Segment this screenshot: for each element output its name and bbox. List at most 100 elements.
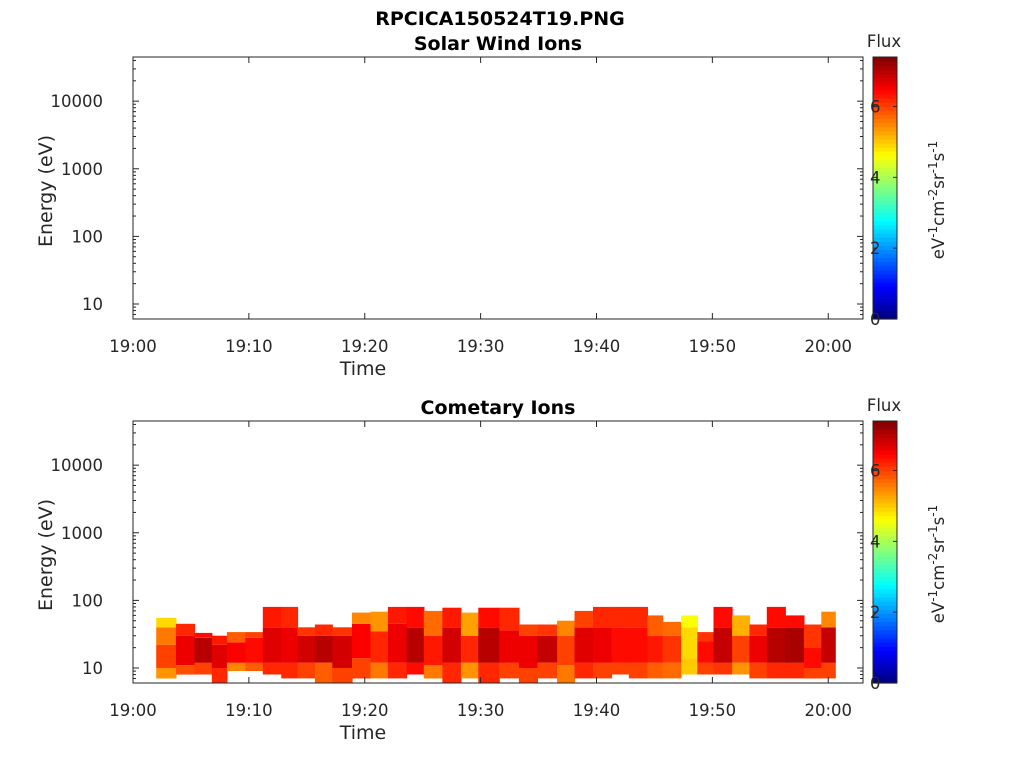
heatmap-cell <box>352 658 372 679</box>
colorbar-segment <box>873 433 897 438</box>
heatmap-cell <box>574 627 594 663</box>
colorbar-segment <box>873 85 897 91</box>
colorbar-segment <box>873 65 897 70</box>
heatmap-cell <box>732 635 751 663</box>
colorbar-segment <box>873 642 897 647</box>
colorbar-segment <box>873 167 897 173</box>
colorbar-segment <box>873 57 897 62</box>
heatmap-cell <box>175 623 195 636</box>
heatmap-cell <box>662 621 682 636</box>
heatmap-cell <box>314 662 333 683</box>
heatmap-cell <box>370 611 389 632</box>
colorbar-segment <box>873 175 897 181</box>
colorbar-segment <box>873 122 897 128</box>
heatmap-cell <box>499 630 520 663</box>
x-tick-label: 19:00 <box>109 701 157 720</box>
colorbar-segment <box>873 609 897 614</box>
colorbar-segment <box>873 216 897 222</box>
colorbar-segment <box>873 556 897 561</box>
heatmap-cell <box>423 610 443 636</box>
heatmap-cell <box>713 606 733 628</box>
colorbar-segment <box>873 106 897 111</box>
colorbar-segment <box>873 498 897 504</box>
heatmap-cell <box>262 662 282 675</box>
heatmap-cell <box>226 632 246 643</box>
colorbar-unit-label: eV-1cm-2sr-1s-1 <box>926 141 948 259</box>
colorbar-segment <box>873 134 897 140</box>
heatmap-cell <box>406 627 425 663</box>
heatmap-cell <box>442 627 462 663</box>
heatmap-cell <box>557 635 576 666</box>
colorbar-segment <box>873 208 897 214</box>
colorbar-segment <box>873 625 897 631</box>
colorbar-segment <box>873 294 897 300</box>
colorbar-segment <box>873 584 897 590</box>
colorbar-title: Flux <box>867 32 902 51</box>
colorbar-unit-label: eV-1cm-2sr-1s-1 <box>926 505 948 623</box>
heatmap-cell <box>262 606 282 628</box>
heatmap-cell <box>297 627 316 636</box>
heatmap-cell <box>423 665 443 679</box>
heatmap-cell <box>194 637 213 663</box>
colorbar-segment <box>873 286 897 291</box>
colorbar-segment <box>873 633 897 639</box>
colorbar-segment <box>873 302 897 308</box>
heatmap-cell <box>732 615 751 636</box>
heatmap-cell <box>175 665 195 675</box>
heatmap-cell <box>442 607 462 628</box>
y-tick-label: 1000 <box>61 524 103 543</box>
colorbar-segment <box>873 674 897 680</box>
colorbar-segment <box>873 482 897 488</box>
heatmap-cell <box>262 627 282 663</box>
heatmap-cell <box>537 662 558 679</box>
heatmap-cell <box>681 627 698 659</box>
colorbar-segment <box>873 429 897 434</box>
y-tick-label: 1000 <box>61 160 103 179</box>
heatmap-cell <box>628 662 648 679</box>
cometary-ions-panel: Cometary Ions 10 100 1000 10000 19:00 19:10 19:… <box>35 396 948 744</box>
colorbar-segment <box>873 576 897 582</box>
colorbar-segment <box>873 572 897 578</box>
heatmap-cell <box>785 662 805 679</box>
colorbar-segment <box>873 142 897 148</box>
colorbar-segment <box>873 531 897 537</box>
colorbar: 0 2 4 6 Flux eV-1cm-2sr-1s-1 <box>867 32 948 329</box>
colorbar-segment <box>873 470 897 475</box>
colorbar-tick-label: 6 <box>870 98 881 117</box>
heatmap-cell <box>245 632 264 638</box>
colorbar-segment <box>873 560 897 565</box>
colorbar-segment <box>873 228 897 234</box>
x-axis-label: Time <box>339 722 387 744</box>
x-tick-label: 19:10 <box>225 337 273 356</box>
heatmap-cell <box>314 624 333 636</box>
colorbar-segment <box>873 69 897 74</box>
colorbar-segment <box>873 278 897 283</box>
colorbar-segment <box>873 502 897 508</box>
heatmap-cell <box>557 665 576 683</box>
heatmap-cell <box>478 607 500 628</box>
colorbar-segment <box>873 445 897 451</box>
heatmap-cell <box>537 635 558 663</box>
colorbar-segment <box>873 282 897 287</box>
y-tick-label: 10000 <box>51 456 104 475</box>
heatmap-cell <box>406 662 425 675</box>
heatmap-cell <box>423 635 443 666</box>
colorbar-segment <box>873 449 897 455</box>
colorbar-segment <box>873 298 897 304</box>
colorbar-segment <box>873 678 897 684</box>
colorbar-segment <box>873 511 897 516</box>
x-tick-label: 19:20 <box>341 337 389 356</box>
heatmap-cell <box>175 635 195 666</box>
heatmap-cell <box>387 606 407 624</box>
colorbar-tick-label: 4 <box>870 532 881 551</box>
colorbar-tick-label: 0 <box>870 674 881 693</box>
heatmap-cell <box>697 662 715 675</box>
heatmap-cell <box>194 662 213 675</box>
colorbar-segment <box>873 249 897 255</box>
colorbar-segment <box>873 629 897 635</box>
colorbar-segment <box>873 233 897 238</box>
colorbar-segment <box>873 646 897 651</box>
colorbar-segment <box>873 486 897 492</box>
colorbar-tick-label: 2 <box>870 239 881 258</box>
